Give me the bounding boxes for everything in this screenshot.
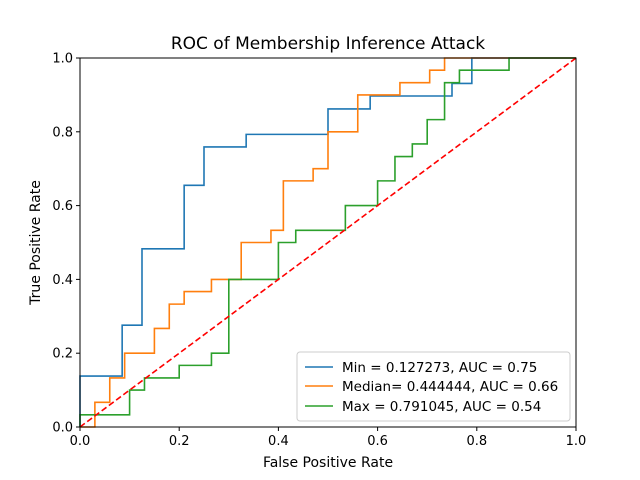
y-axis-ticks: 0.0 0.2 0.4 0.6 0.8 1.0: [52, 52, 80, 436]
y-tick-label: 0.4: [52, 273, 73, 288]
y-tick-label: 1.0: [52, 52, 73, 67]
chance-diagonal-line: [79, 57, 577, 428]
y-tick-label: 0.0: [52, 421, 73, 436]
series-line-median: [80, 57, 576, 428]
chart-title: ROC of Membership Inference Attack: [171, 34, 485, 54]
legend-label-median: Median= 0.444444, AUC = 0.66: [342, 379, 558, 395]
x-axis-ticks: 0.0 0.2 0.4 0.6 0.8 1.0: [70, 427, 587, 449]
x-tick-label: 0.2: [169, 434, 190, 449]
y-tick-label: 0.8: [52, 125, 73, 140]
legend-box: [296, 351, 571, 422]
x-tick-label: 0.4: [268, 434, 289, 449]
legend: Min = 0.127273, AUC = 0.75 Median= 0.444…: [296, 351, 571, 422]
x-tick-label: 0.0: [70, 434, 91, 449]
series-line-min: [79, 57, 576, 427]
plot-frame: [79, 57, 577, 428]
x-axis-label: False Positive Rate: [263, 455, 393, 471]
plot-lines: [79, 57, 577, 428]
x-tick-label: 0.8: [466, 434, 487, 449]
legend-label-max: Max = 0.791045, AUC = 0.54: [342, 399, 541, 415]
legend-label-min: Min = 0.127273, AUC = 0.75: [342, 360, 537, 376]
y-tick-label: 0.2: [52, 347, 73, 362]
x-tick-label: 1.0: [566, 434, 587, 449]
x-tick-label: 0.6: [367, 434, 388, 449]
y-axis-label: True Positive Rate: [28, 180, 44, 306]
y-tick-label: 0.6: [52, 199, 73, 214]
series-line-max: [79, 57, 576, 427]
